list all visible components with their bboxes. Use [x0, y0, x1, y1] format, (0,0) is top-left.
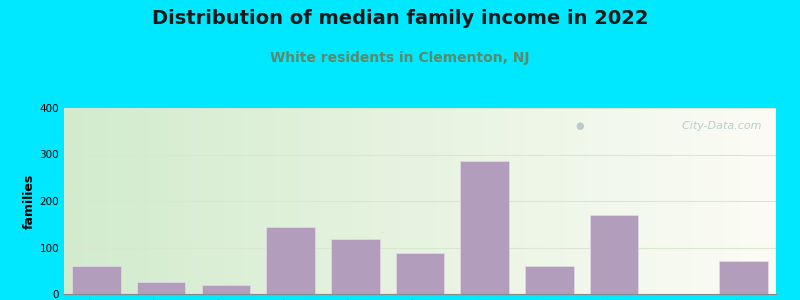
Bar: [525, 266, 574, 294]
Text: White residents in Clementon, NJ: White residents in Clementon, NJ: [270, 51, 530, 65]
Bar: [202, 285, 250, 294]
Text: ●: ●: [575, 121, 584, 131]
Bar: [72, 266, 121, 294]
Text: Distribution of median family income in 2022: Distribution of median family income in …: [152, 9, 648, 28]
Bar: [461, 161, 509, 294]
Bar: [590, 215, 638, 294]
Bar: [396, 253, 444, 294]
Bar: [331, 239, 379, 294]
Bar: [266, 226, 315, 294]
Bar: [137, 282, 186, 294]
Bar: [719, 261, 768, 294]
Y-axis label: families: families: [22, 173, 35, 229]
Text: City-Data.com: City-Data.com: [675, 121, 762, 131]
